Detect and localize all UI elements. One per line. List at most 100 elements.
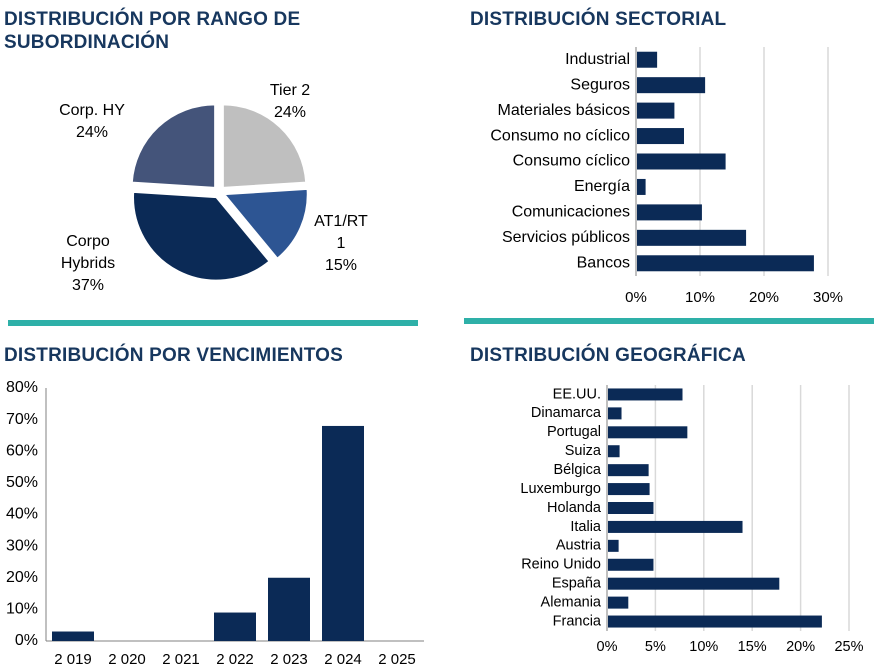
pie-slice <box>131 103 216 189</box>
category-label: Consumo no cíclico <box>490 127 630 144</box>
category-label: Francia <box>553 613 602 629</box>
y-tick-label: 50% <box>6 474 38 491</box>
x-tick-label: 20% <box>749 289 779 306</box>
x-tick-label: 25% <box>834 639 863 655</box>
y-tick-label: 30% <box>6 537 38 554</box>
category-label: 2 025 <box>378 651 416 668</box>
bar <box>608 426 688 439</box>
bar <box>608 483 650 496</box>
category-label: 2 022 <box>216 651 254 668</box>
y-tick-label: 70% <box>6 411 38 428</box>
bar <box>608 502 654 514</box>
category-label: Comunicaciones <box>512 204 630 221</box>
x-tick-label: 0% <box>597 639 618 655</box>
pie-chart: Tier 2 24% AT1/RT 1 15% Corpo Hybrids 37% Corp. … <box>59 82 368 294</box>
pie-slice <box>132 191 271 282</box>
sector-title: DISTRIBUCIÓN SECTORIAL <box>470 9 727 30</box>
bar <box>637 128 684 145</box>
geo-title: DISTRIBUCIÓN GEOGRÁFICA <box>470 345 746 366</box>
category-label: Seguros <box>570 76 630 93</box>
geo-chart: EE.UU. Dinamarca Portugal Suiza Bélgica Luxem… <box>520 385 864 655</box>
y-tick-label: 80% <box>6 379 38 396</box>
pie-slice-label: 1 <box>337 235 346 252</box>
bar <box>637 229 747 246</box>
category-label: Materiales básicos <box>498 102 631 119</box>
category-label: 2 019 <box>54 651 92 668</box>
y-tick-label: 60% <box>6 442 38 459</box>
category-label: Luxemburgo <box>520 481 601 497</box>
y-tick-label: 40% <box>6 506 38 523</box>
category-label: Reino Unido <box>521 557 601 573</box>
category-label: Consumo cíclico <box>513 153 630 170</box>
bar <box>322 425 364 641</box>
category-label: 2 024 <box>324 651 362 668</box>
bar <box>268 577 310 641</box>
y-tick-label: 0% <box>15 632 38 649</box>
x-tick-label: 0% <box>625 289 647 306</box>
bar <box>637 178 646 195</box>
category-label: Portugal <box>547 424 601 440</box>
pie-slice <box>222 188 309 260</box>
category-label: Holanda <box>547 500 602 516</box>
category-label: Servicios públicos <box>502 229 630 246</box>
bar <box>608 520 743 533</box>
pie-slice-label: 15% <box>325 257 357 274</box>
x-tick-label: 10% <box>689 639 718 655</box>
pie-slice-label: Corp. HY <box>59 102 125 119</box>
pie-slice-label: Hybrids <box>61 255 115 272</box>
bar <box>608 388 683 401</box>
category-label: Alemania <box>541 594 602 610</box>
subordination-title-line-1: DISTRIBUCIÓN POR RANGO DE <box>4 9 301 30</box>
category-label: Italia <box>570 519 602 535</box>
category-label: Austria <box>556 538 602 554</box>
bar <box>608 445 620 458</box>
pie-slice-label: Tier 2 <box>270 82 310 99</box>
separator-right <box>464 318 874 324</box>
category-label: Suiza <box>565 443 602 459</box>
category-label: Bélgica <box>553 462 601 478</box>
category-label: 2 020 <box>108 651 146 668</box>
maturity-title: DISTRIBUCIÓN POR VENCIMIENTOS <box>4 345 344 366</box>
x-tick-label: 30% <box>813 289 843 306</box>
bar <box>637 255 814 272</box>
bar <box>608 407 622 420</box>
pie-slice-label: 24% <box>76 124 108 141</box>
pie-slice-label: AT1/RT <box>314 213 368 230</box>
category-label: Industrial <box>565 51 630 68</box>
pie-slice-label: Corpo <box>66 233 110 250</box>
bar <box>608 558 654 571</box>
category-label: 2 021 <box>162 651 200 668</box>
pie-slice-label: 24% <box>274 104 306 121</box>
bar <box>52 631 94 641</box>
y-tick-label: 10% <box>6 601 38 618</box>
subordination-title: DISTRIBUCIÓN POR RANGO DE SUBORDINACIÓN <box>4 8 300 54</box>
y-tick-label: 20% <box>6 569 38 586</box>
x-tick-label: 10% <box>685 289 715 306</box>
bar <box>608 539 619 552</box>
category-label: España <box>552 576 602 592</box>
subordination-title-line-2: SUBORDINACIÓN <box>4 32 170 53</box>
maturity-chart: 0% 10% 20% 30% 40% 50% 60% 70% 80% 2 019 2 020 2 02… <box>6 379 424 668</box>
bar <box>214 612 256 641</box>
bar <box>608 464 649 477</box>
bar <box>608 596 629 609</box>
category-label: Energía <box>574 178 630 195</box>
bar <box>637 204 702 221</box>
sector-chart: Industrial Seguros Materiales básicos Consu… <box>490 47 843 306</box>
bar <box>637 153 726 170</box>
pie-slice-label: 37% <box>72 277 104 294</box>
bar <box>608 615 822 628</box>
category-label: Dinamarca <box>531 405 602 421</box>
category-label: EE.UU. <box>553 386 601 402</box>
bar <box>608 577 780 590</box>
x-tick-label: 20% <box>786 639 815 655</box>
category-label: Bancos <box>577 254 630 271</box>
bar <box>637 77 706 94</box>
category-label: 2 023 <box>270 651 308 668</box>
bar <box>637 102 675 119</box>
bar <box>637 51 658 68</box>
separator-left <box>8 320 418 326</box>
pie-slice <box>222 103 307 189</box>
x-tick-label: 5% <box>645 639 666 655</box>
